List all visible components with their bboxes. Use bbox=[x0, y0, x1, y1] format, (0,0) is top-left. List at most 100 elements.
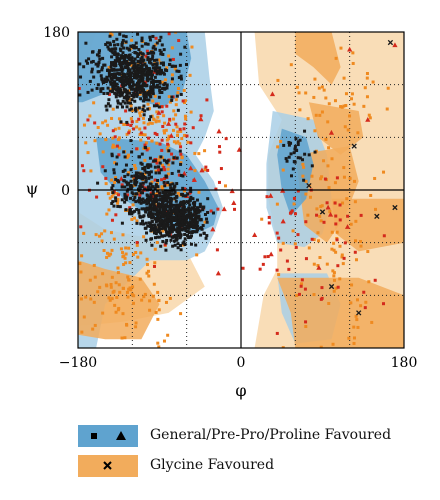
data-point-square bbox=[154, 183, 158, 187]
data-point-square bbox=[160, 163, 164, 167]
data-point-square bbox=[155, 58, 159, 62]
data-point-square bbox=[124, 252, 128, 256]
data-point-square bbox=[163, 243, 167, 247]
data-point-square bbox=[176, 216, 180, 220]
data-point-square bbox=[125, 82, 129, 86]
data-point-square bbox=[124, 80, 128, 84]
data-point-square bbox=[106, 86, 110, 90]
data-point-square bbox=[158, 219, 162, 223]
data-point-square bbox=[132, 183, 136, 187]
glycine-favoured-region-3 bbox=[331, 198, 404, 252]
legend-swatch-general bbox=[78, 425, 138, 447]
data-point-square bbox=[161, 220, 165, 224]
data-point-square bbox=[186, 201, 190, 205]
data-point-square bbox=[146, 213, 150, 217]
data-point-square bbox=[160, 148, 164, 152]
data-point-square bbox=[175, 206, 179, 210]
data-point-square bbox=[110, 201, 114, 205]
data-point-square bbox=[181, 203, 185, 207]
data-point-square bbox=[141, 77, 145, 81]
data-point-square bbox=[120, 75, 124, 79]
data-point-square bbox=[180, 156, 184, 160]
data-point-square bbox=[203, 220, 207, 224]
data-point-square bbox=[149, 86, 153, 90]
data-point-square bbox=[111, 143, 115, 147]
data-point-square bbox=[132, 294, 136, 298]
data-point-square bbox=[157, 345, 161, 348]
data-point-square bbox=[125, 92, 129, 96]
data-point-square bbox=[119, 102, 123, 106]
data-point-square bbox=[120, 183, 124, 187]
data-point-square bbox=[170, 152, 174, 156]
data-point-square bbox=[165, 147, 169, 151]
data-point-square bbox=[320, 296, 324, 300]
data-point-square bbox=[178, 217, 182, 221]
data-point-square bbox=[143, 226, 147, 230]
data-point-square bbox=[142, 214, 146, 218]
data-point-square bbox=[318, 214, 322, 218]
data-point-square bbox=[133, 62, 137, 66]
data-point-square bbox=[105, 251, 109, 255]
data-point-square bbox=[103, 80, 107, 84]
data-point-square bbox=[104, 138, 108, 142]
data-point-square bbox=[143, 168, 147, 172]
data-point-triangle bbox=[325, 204, 331, 210]
data-point-square bbox=[216, 207, 220, 211]
data-point-square bbox=[157, 203, 161, 207]
data-point-square bbox=[320, 286, 324, 290]
data-point-square bbox=[118, 76, 122, 80]
data-point-square bbox=[125, 105, 129, 109]
data-point-square bbox=[144, 141, 148, 145]
data-point-square bbox=[359, 213, 363, 217]
data-point-square bbox=[138, 68, 142, 72]
data-point-square bbox=[200, 227, 204, 231]
data-point-square bbox=[164, 128, 168, 132]
data-point-square bbox=[157, 58, 161, 62]
data-point-square bbox=[102, 92, 106, 96]
data-point-square bbox=[121, 286, 125, 290]
data-point-square bbox=[134, 45, 138, 49]
data-point-square bbox=[166, 142, 170, 146]
data-point-square bbox=[124, 35, 128, 39]
data-point-square bbox=[141, 181, 145, 185]
data-point-square bbox=[141, 133, 145, 137]
data-point-square bbox=[187, 211, 191, 215]
data-point-square bbox=[121, 51, 125, 55]
data-point-triangle bbox=[191, 177, 197, 182]
data-point-square bbox=[183, 45, 187, 49]
data-point-square bbox=[304, 257, 308, 261]
data-point-square bbox=[188, 73, 192, 77]
data-point-square bbox=[121, 233, 125, 237]
data-point-square bbox=[352, 102, 356, 106]
data-point-square bbox=[115, 77, 119, 81]
data-point-square bbox=[106, 123, 110, 127]
data-point-square bbox=[177, 225, 181, 229]
data-point-square bbox=[134, 41, 138, 45]
data-point-square bbox=[197, 152, 201, 156]
data-point-square bbox=[186, 140, 190, 144]
data-point-square bbox=[123, 168, 127, 172]
data-point-triangle bbox=[198, 116, 204, 122]
data-point-square bbox=[189, 189, 193, 193]
data-point-square bbox=[128, 108, 132, 112]
data-point-square bbox=[307, 246, 311, 250]
data-point-square bbox=[174, 236, 178, 240]
data-point-square bbox=[134, 183, 138, 187]
data-point-square bbox=[204, 236, 208, 240]
data-point-square bbox=[111, 200, 115, 204]
data-point-square bbox=[152, 201, 156, 205]
data-point-square bbox=[182, 189, 186, 193]
data-point-square bbox=[149, 229, 153, 233]
data-point-square bbox=[152, 117, 156, 121]
data-point-square bbox=[191, 230, 195, 234]
data-point-square bbox=[148, 204, 152, 208]
data-point-square bbox=[168, 199, 172, 203]
data-point-square bbox=[263, 255, 267, 259]
data-point-square bbox=[155, 141, 159, 145]
data-point-square bbox=[135, 119, 139, 123]
data-point-square bbox=[143, 165, 147, 169]
data-point-square bbox=[155, 110, 159, 114]
data-point-square bbox=[107, 71, 111, 75]
data-point-square bbox=[326, 164, 330, 168]
data-point-square bbox=[165, 193, 169, 197]
